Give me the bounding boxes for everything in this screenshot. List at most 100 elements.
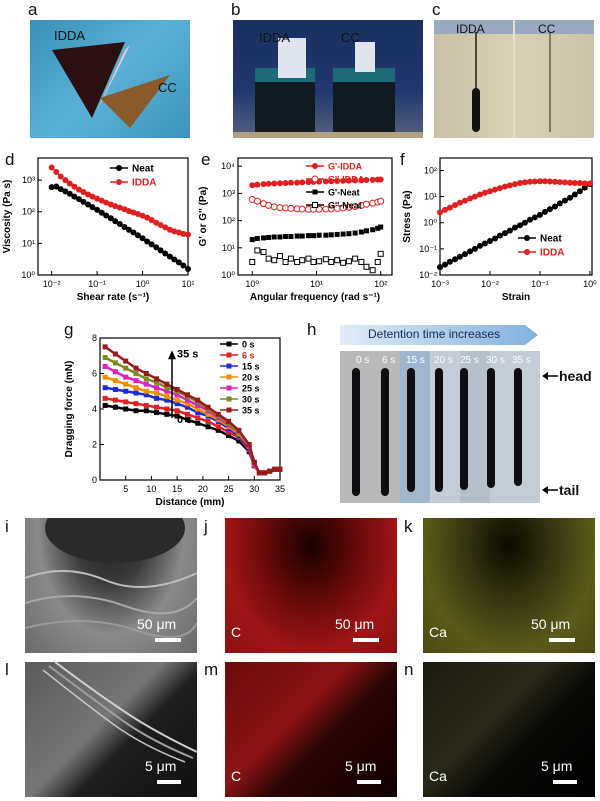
chart-g-series-point-4 xyxy=(112,369,118,375)
chart-e-series-point-0 xyxy=(305,179,312,186)
chart-f-series-point-1 xyxy=(581,180,588,187)
chart-d-series-point-1 xyxy=(144,214,151,221)
chart-e-ytick-label: 10⁴ xyxy=(221,161,235,171)
chart-f-series-point-1 xyxy=(571,180,578,187)
micrograph-m-scale-bar xyxy=(357,780,381,784)
chart-e-series-point-2 xyxy=(311,233,317,239)
chart-e-series-point-1 xyxy=(265,201,273,209)
chart-d-series-point-1 xyxy=(185,231,191,238)
panel-letter-m: m xyxy=(204,660,219,679)
chart-f-series-point-0 xyxy=(481,240,488,247)
chart-g-series-point-4 xyxy=(102,363,108,369)
chart-g-series-point-6 xyxy=(215,411,221,417)
chart-f-series-point-1 xyxy=(567,179,574,186)
chart-d-frame xyxy=(37,157,189,276)
chart-e-series-point-0 xyxy=(294,179,301,186)
chart-f-series-point-0 xyxy=(486,238,493,245)
chart-d-legend-marker-1 xyxy=(116,179,122,185)
chart-g-series-point-4 xyxy=(174,392,180,398)
chart-f-legend-marker-0 xyxy=(524,235,530,241)
chart-g-series-point-1 xyxy=(102,395,108,401)
chart-d-series-point-0 xyxy=(53,183,60,190)
chart-g-series-point-2 xyxy=(102,385,108,391)
chart-e-series-point-2 xyxy=(358,229,364,235)
micrograph-i-texture xyxy=(25,518,197,639)
chart-g-legend-label-4: 25 s xyxy=(242,384,260,394)
chart-g-series-point-4 xyxy=(154,385,160,391)
chart-g-legend-label-6: 35 s xyxy=(242,406,260,416)
chart-g-series-point-6 xyxy=(251,459,257,465)
chart-f-legend-label-1: IDDA xyxy=(540,248,564,259)
chart-f-xtick-label: 10⁻¹ xyxy=(531,279,549,289)
chart-e-series-point-2 xyxy=(266,234,272,240)
chart-d-series-point-0 xyxy=(107,215,114,222)
chart-g-series-point-0 xyxy=(123,406,129,412)
chart-e-series-point-3 xyxy=(271,257,278,264)
chart-f-series-point-0 xyxy=(551,203,558,210)
chart-f-series-point-0 xyxy=(506,227,513,234)
photo-c-filaments xyxy=(434,20,594,138)
chart-e-series-point-0 xyxy=(249,182,256,189)
chart-f-series-point-1 xyxy=(486,188,493,195)
chart-g-series-point-1 xyxy=(215,424,221,430)
chart-e-series-point-0 xyxy=(271,180,278,187)
chart-g-legend-marker-6 xyxy=(226,407,232,413)
chart-d-ytick-label: 10⁰ xyxy=(21,270,35,280)
chart-e-series-point-3 xyxy=(310,259,317,266)
micrograph-m: C 5 μm xyxy=(225,662,397,797)
chart-g-series-point-6 xyxy=(226,418,232,424)
chart-e-series-point-0 xyxy=(358,177,365,184)
chart-e-series-point-2 xyxy=(370,227,376,233)
chart-f-series-point-0 xyxy=(567,194,574,201)
chart-e-series-point-2 xyxy=(346,231,352,237)
chart-d-series-point-0 xyxy=(185,265,191,272)
chart-g-series-point-0 xyxy=(154,410,160,416)
chart-g-arrow-head xyxy=(168,350,176,360)
chart-e-series-point-3 xyxy=(299,257,306,264)
chart-e-series-point-0 xyxy=(254,181,261,188)
chart-d-series-point-0 xyxy=(166,253,173,260)
chart-e-series-point-3 xyxy=(294,259,301,266)
chart-f-series-point-0 xyxy=(476,242,483,249)
photo-h-time-20: 20 s xyxy=(434,355,453,366)
chart-g-series-point-6 xyxy=(143,371,149,376)
chart-e: 10⁰ 10¹ 10² 10⁰ 10¹ 10² 10³ 10⁴ Angular frequenc… xyxy=(198,157,393,303)
chart-f-series-point-0 xyxy=(541,208,548,215)
micrograph-l-texture xyxy=(42,662,197,763)
chart-e-series-point-0 xyxy=(322,178,329,185)
chart-d-series-point-0 xyxy=(103,212,110,219)
chart-e-series-point-2 xyxy=(294,233,300,239)
chart-f-series-point-1 xyxy=(442,206,449,213)
chart-d-legend-marker-0 xyxy=(116,165,122,171)
chart-g-legend-marker-2 xyxy=(226,363,232,369)
chart-g-legend-label-0: 0 s xyxy=(242,340,255,350)
chart-d-ytick-label: 10¹ xyxy=(22,238,35,248)
chart-e-series-point-3 xyxy=(249,259,256,266)
chart-d-series-point-0 xyxy=(98,209,105,216)
chart-e-legend-marker-3 xyxy=(312,202,318,208)
chart-e-xtick-label: 10⁰ xyxy=(245,279,259,289)
chart-f-series-point-0 xyxy=(511,224,518,231)
chart-g-series-point-6 xyxy=(205,404,211,410)
chart-g-xtick-label: 15 xyxy=(172,484,182,494)
chart-f-series-point-1 xyxy=(476,191,483,198)
chart-e-series-point-2 xyxy=(334,231,340,237)
micrograph-m-scale-label: 5 μm xyxy=(345,758,377,774)
micrograph-n-scale-label: 5 μm xyxy=(541,758,573,774)
chart-d-legend-label-0: Neat xyxy=(132,164,154,175)
chart-d-series-point-1 xyxy=(171,228,178,235)
chart-g-series-point-6 xyxy=(102,344,108,350)
chart-f-series-point-0 xyxy=(496,232,503,239)
chart-g-legend-marker-4 xyxy=(226,385,232,391)
chart-d-series-point-0 xyxy=(153,244,160,251)
chart-e-series-point-3 xyxy=(352,255,359,262)
chart-f-series-point-1 xyxy=(526,178,533,185)
micrograph-k: Ca 50 μm xyxy=(423,518,595,653)
chart-g-series-point-2 xyxy=(133,390,139,396)
chart-g-series-point-6 xyxy=(267,468,273,474)
photo-b: IDDA CC xyxy=(233,20,423,138)
chart-g-series-point-6 xyxy=(236,427,242,433)
chart-d-series-point-1 xyxy=(85,191,92,198)
chart-g-series-point-0 xyxy=(215,427,221,433)
chart-d-series-point-1 xyxy=(148,216,155,223)
